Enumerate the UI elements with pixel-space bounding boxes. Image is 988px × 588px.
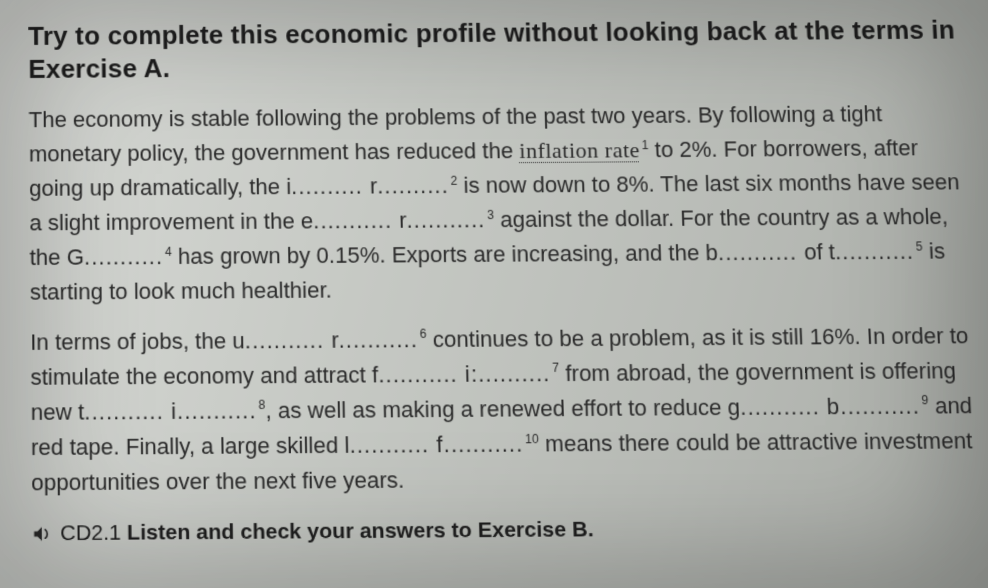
blank-number-10: 10 <box>525 431 539 446</box>
blank-4-dots[interactable]: ........... <box>84 244 163 270</box>
audio-instruction: CD2.1 Listen and check your answers to E… <box>32 515 981 547</box>
blank-10-dots[interactable]: ........... f........... <box>349 431 523 458</box>
paragraph-1: The economy is stable following the prob… <box>29 97 970 311</box>
p1-text-e: has grown by 0.15%. Exports are increasi… <box>172 240 719 269</box>
p2-text-a: In terms of jobs, the u <box>30 327 245 354</box>
blank-6-dots[interactable]: ........... r........... <box>245 326 419 353</box>
blank-9-dots[interactable]: ........... b........... <box>740 393 921 420</box>
paragraph-2: In terms of jobs, the u........... r....… <box>30 318 978 501</box>
blank-7-dots[interactable]: ........... i:.......... <box>378 360 551 387</box>
instruction-heading: Try to complete this economic profile wi… <box>28 14 959 85</box>
blank-5a-dots[interactable]: ........... <box>717 240 804 266</box>
blank-2-dots[interactable]: .......... r.......... <box>291 173 449 199</box>
audio-track-label: CD2.1 <box>60 521 121 545</box>
p2-text-d: , as well as making a renewed effort to … <box>265 394 740 423</box>
handwritten-answer-1: inflation rate <box>519 137 640 163</box>
p1-text-f: of t <box>804 239 836 265</box>
blank-3-dots[interactable]: ........... r........... <box>313 207 486 234</box>
blank-5b-dots[interactable]: ........... <box>834 239 914 265</box>
blank-8-dots[interactable]: ........... i........... <box>84 397 257 424</box>
audio-text: Listen and check your answers to Exercis… <box>121 518 594 545</box>
speaker-icon <box>32 524 53 545</box>
